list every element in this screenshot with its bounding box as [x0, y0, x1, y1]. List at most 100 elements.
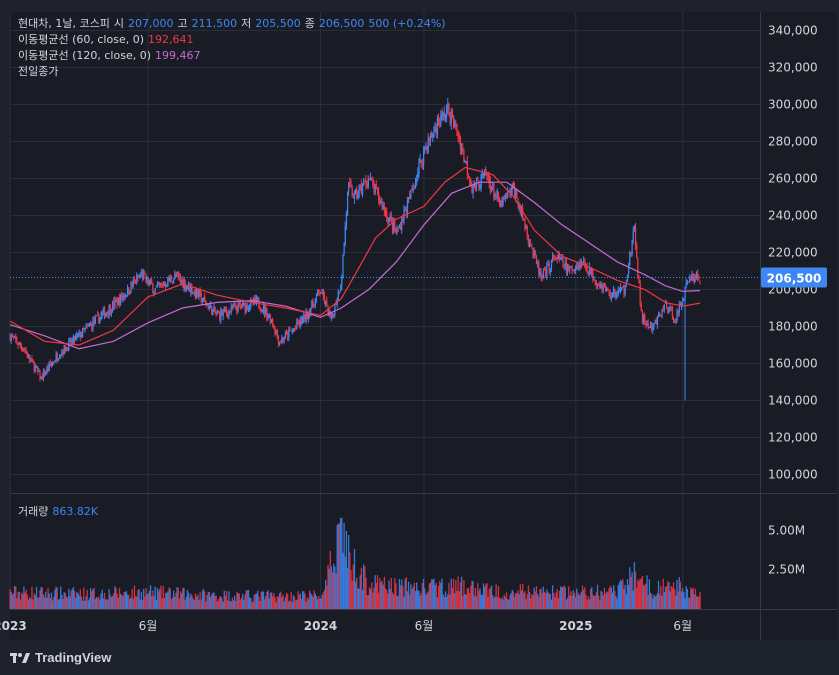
volume-bar: [448, 582, 450, 609]
candle-body: [694, 277, 697, 279]
volume-bar: [318, 596, 320, 609]
x-tick-label: 2024: [304, 619, 337, 633]
candle-body: [595, 282, 598, 286]
volume-bar: [81, 600, 84, 609]
tradingview-logo[interactable]: TradingView: [10, 650, 111, 665]
candle-body: [654, 321, 656, 324]
y-tick-label: 280,000: [768, 135, 818, 149]
price-tag: [761, 267, 827, 288]
candle-body: [192, 292, 194, 294]
volume-bar: [626, 579, 629, 609]
volume-bar: [323, 590, 326, 609]
volume-bar: [627, 584, 630, 609]
candle-body: [115, 300, 117, 302]
volume-bar: [84, 600, 86, 609]
candle-body: [609, 293, 611, 298]
candle-body: [545, 270, 547, 278]
candle-body: [585, 266, 587, 268]
candle-body: [67, 348, 69, 351]
volume-bar: [437, 585, 440, 609]
candle-body: [625, 282, 627, 288]
candle-body: [620, 287, 622, 290]
volume-bar: [685, 586, 687, 609]
candle-body: [246, 305, 248, 310]
ma120-legend-label[interactable]: 이동평균선 (120, close, 0): [18, 49, 151, 62]
candle-body: [97, 314, 99, 316]
volume-bar: [361, 589, 364, 609]
candle-body: [348, 182, 350, 191]
candle-body: [628, 265, 630, 274]
volume-bar: [642, 585, 645, 609]
candle-body: [31, 358, 33, 360]
candle-body: [561, 258, 563, 260]
volume-bar: [49, 598, 52, 609]
candle-body: [633, 225, 636, 232]
candle-body: [273, 325, 275, 328]
prev-close-legend-label[interactable]: 전일종가: [18, 65, 59, 78]
volume-bar: [510, 592, 512, 609]
candle-body: [381, 201, 383, 210]
candle-body: [376, 188, 379, 192]
candle-body: [358, 187, 360, 197]
ma120-line: [9, 181, 701, 350]
volume-bar: [174, 596, 176, 609]
volume-bar: [26, 594, 28, 609]
candle-body: [101, 312, 103, 316]
volume-bar: [398, 579, 401, 609]
candle-body: [389, 217, 391, 219]
volume-bar: [576, 588, 578, 609]
volume-bar: [305, 601, 307, 609]
volume-bar: [11, 594, 14, 609]
volume-bar: [406, 591, 409, 609]
candle-body: [432, 133, 434, 137]
volume-bar: [270, 592, 273, 609]
candle-body: [284, 332, 287, 338]
volume-bar: [619, 579, 622, 609]
symbol-title[interactable]: 현대차, 1날, 코스피: [18, 17, 110, 30]
candle-body: [448, 103, 450, 114]
candle-body: [696, 274, 698, 279]
candle-body: [548, 263, 550, 272]
candle-body: [189, 284, 191, 292]
candle-body: [676, 311, 678, 321]
ma60-legend-label[interactable]: 이동평균선 (60, close, 0): [18, 33, 144, 46]
volume-bar: [644, 584, 646, 609]
volume-bar: [489, 587, 492, 609]
candle-body: [560, 257, 562, 259]
volume-bar: [159, 589, 161, 609]
volume-bar: [148, 590, 151, 609]
volume-bar: [78, 595, 80, 609]
y-tick-label: 140,000: [768, 394, 818, 408]
candle-body: [291, 330, 293, 333]
candle-body: [216, 312, 219, 315]
candle-body: [123, 295, 125, 298]
volume-bar: [357, 587, 359, 609]
candle-body: [592, 269, 594, 280]
candle-body: [298, 323, 300, 325]
candle-body: [398, 224, 401, 229]
candle-body: [600, 284, 602, 289]
candle-body: [692, 273, 694, 282]
volume-legend-label[interactable]: 거래량: [18, 505, 49, 518]
candle-body: [516, 189, 518, 198]
volume-bar: [497, 586, 500, 609]
volume-bar: [128, 594, 130, 609]
candle-body: [681, 303, 683, 307]
volume-bar: [374, 575, 376, 609]
candle-body: [441, 113, 443, 116]
volume-bar: [328, 568, 330, 609]
candle-body: [307, 313, 310, 320]
volume-bar: [530, 598, 532, 609]
candle-body: [541, 276, 543, 279]
candle-body: [158, 281, 160, 285]
y-tick-label: 220,000: [768, 246, 818, 260]
candle-body: [261, 310, 263, 313]
candle-body: [344, 225, 346, 245]
volume-bar: [189, 597, 191, 609]
volume-bar: [224, 595, 227, 609]
volume-bar: [676, 579, 678, 609]
candle-body: [57, 358, 60, 361]
candle-body: [137, 274, 139, 279]
